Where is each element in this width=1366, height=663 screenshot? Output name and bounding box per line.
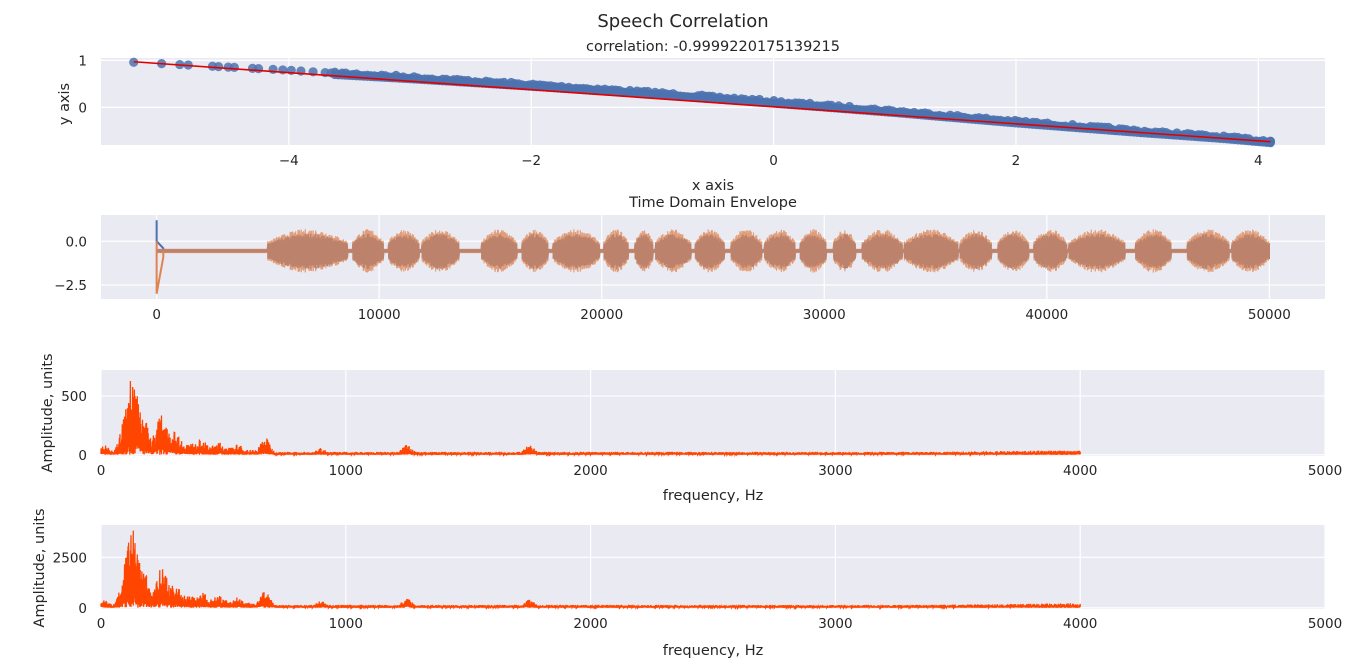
- spectrum-2-x-tick-label: 2000: [573, 616, 607, 632]
- spectrum-2-y-tick-label: 2500: [53, 550, 87, 566]
- spectrum-1-plot-area: [101, 370, 1325, 456]
- spectrum-1-xlabel: frequency, Hz: [663, 488, 763, 504]
- spectrum-2-ylabel: Amplitude, units: [32, 508, 48, 627]
- scatter-y-tick-label: 0: [78, 100, 87, 116]
- figure-title: Speech Correlation: [597, 11, 768, 32]
- envelope-series-layer: [155, 220, 1270, 294]
- scatter-y-tick-label: 1: [78, 53, 87, 69]
- scatter-ylabel: y axis: [57, 83, 73, 125]
- spectrum-1-x-tick-label: 0: [97, 463, 106, 479]
- scatter-point: [268, 64, 278, 75]
- spectrum-2-series: [100, 530, 1081, 611]
- spectrum-2-tick-labels: 0 1000 2000 3000 4000 5000 0 2500: [53, 550, 1343, 632]
- envelope-panel: 0 10000 20000 30000 40000 50000 0.0 −2.5 Time D…: [54, 195, 1325, 323]
- spectrum-1-tick-labels: 0 1000 2000 3000 4000 5000 0 500: [61, 389, 1342, 479]
- scatter-tick-labels: −4 −2 0 2 4 0 1: [78, 53, 1262, 169]
- scatter-xlabel: x axis: [692, 178, 734, 194]
- spectrum-1-x-tick-label: 1000: [329, 463, 363, 479]
- spectrum-2-xlabel: frequency, Hz: [663, 643, 763, 659]
- spectrum-1-y-tick-label: 500: [61, 389, 87, 405]
- scatter-x-tick-label: −4: [279, 153, 299, 169]
- envelope-y-tick-label: 0.0: [66, 234, 87, 250]
- scatter-panel: −4 −2 0 2 4 0 1 correlation: -0.99992201751392…: [57, 39, 1325, 194]
- envelope-title: Time Domain Envelope: [628, 195, 797, 211]
- spectrum-1-x-tick-label: 4000: [1063, 463, 1097, 479]
- spectrum-1-series: [100, 380, 1081, 458]
- envelope-x-tick-label: 50000: [1248, 307, 1291, 323]
- envelope-x-tick-label: 30000: [803, 307, 846, 323]
- spectrum-1-x-tick-label: 2000: [573, 463, 607, 479]
- scatter-regression-layer: [133, 60, 1271, 143]
- spectrum-1-x-tick-label: 3000: [818, 463, 852, 479]
- spectrum-2-y-tick-label: 0: [78, 601, 87, 617]
- spectrum-2-plot-area: [101, 525, 1325, 609]
- spectrum-1-y-tick-label: 0: [78, 448, 87, 464]
- scatter-x-tick-label: 4: [1254, 153, 1263, 169]
- envelope-x-tick-label: 10000: [358, 307, 401, 323]
- spectrum-panel-2: 0 1000 2000 3000 4000 5000 0 2500 frequency, Hz…: [32, 508, 1342, 659]
- envelope-x-tick-label: 40000: [1025, 307, 1068, 323]
- scatter-x-tick-label: 0: [769, 153, 778, 169]
- envelope-tick-labels: 0 10000 20000 30000 40000 50000 0.0 −2.5: [54, 234, 1291, 323]
- scatter-point: [229, 62, 239, 73]
- scatter-title: correlation: -0.9999220175139215: [586, 39, 840, 55]
- spectrum-2-series-layer: [100, 530, 1081, 611]
- envelope-x-tick-label: 0: [152, 307, 161, 323]
- envelope-x-tick-label: 20000: [580, 307, 623, 323]
- scatter-x-tick-label: 2: [1012, 153, 1021, 169]
- spectrum-2-x-tick-label: 1000: [329, 616, 363, 632]
- spectrum-2-x-tick-label: 5000: [1308, 616, 1342, 632]
- scatter-x-tick-label: −2: [521, 153, 541, 169]
- spectrum-1-series-layer: [100, 380, 1081, 458]
- scatter-point: [253, 64, 264, 74]
- scatter-point: [213, 61, 224, 72]
- regression-line: [133, 60, 1271, 143]
- envelope-series-b: [156, 229, 1270, 273]
- spectrum-1-ylabel: Amplitude, units: [40, 353, 56, 472]
- spectrum-2-x-tick-label: 0: [97, 616, 106, 632]
- spectrum-2-x-tick-label: 3000: [818, 616, 852, 632]
- envelope-series-b-transient: [155, 241, 165, 294]
- spectrum-1-x-tick-label: 5000: [1308, 463, 1342, 479]
- spectrum-2-x-tick-label: 4000: [1063, 616, 1097, 632]
- envelope-y-tick-label: −2.5: [54, 278, 87, 294]
